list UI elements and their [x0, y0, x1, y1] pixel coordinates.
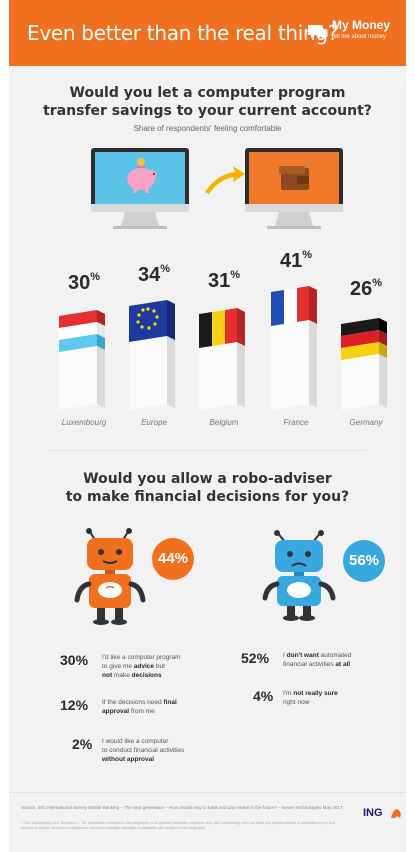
piggy-bank-icon — [127, 158, 157, 193]
question-two-line2: to make financial decisions for you? — [65, 489, 350, 505]
stat-value: 30% — [60, 652, 89, 668]
country-france: 41% France — [261, 249, 331, 438]
flag-column-europe — [129, 300, 175, 410]
country-name: France — [283, 418, 309, 427]
lion-icon — [391, 809, 401, 818]
page-title: Even better than the real thing? — [27, 21, 339, 45]
question-two-line1: Would you allow a robo-adviser — [83, 471, 332, 487]
country-percent: 41% — [279, 249, 313, 272]
section-divider — [49, 450, 366, 451]
brand-logo: My Money tell me about money — [308, 18, 396, 50]
country-percent: 26% — [349, 277, 383, 300]
stat-without-approval: 2% I would like a computer to conduct fi… — [60, 736, 230, 766]
question-one: Would you let a computer program transfe… — [9, 84, 406, 120]
stat-value: 4% — [253, 688, 274, 704]
disclaimer-note: © ING Luxembourg 2017 Disclaimer – The i… — [21, 821, 337, 830]
flag-column-luxembourg — [59, 310, 105, 410]
country-germany: 26% Germany — [331, 258, 401, 438]
blue-robot-icon — [262, 530, 336, 621]
country-name: Europe — [141, 418, 167, 427]
country-percent: 34% — [137, 263, 171, 286]
footer: Source: ING International Survey Mobile … — [9, 792, 406, 852]
country-europe: 34% Europe — [119, 258, 189, 438]
brand-tagline: tell me about money — [332, 34, 387, 40]
country-luxembourg: 30% Luxembourg — [49, 258, 119, 438]
blue-percent-badge: 56% — [343, 540, 385, 582]
stat-not-sure: 4% I'm not really sure right now — [241, 688, 401, 712]
stat-dont-want: 52% I don't want automated financial act… — [241, 650, 401, 674]
question-one-line2: transfer savings to your current account… — [43, 103, 372, 119]
chat-bubble-icon — [308, 25, 328, 40]
stat-value: 12% — [60, 697, 89, 713]
stat-description: I'm not really sure right now — [283, 690, 338, 706]
source-note: Source: ING International Survey Mobile … — [21, 805, 343, 810]
flag-column-france — [271, 286, 317, 410]
stat-description: If the decisions need final approval fro… — [102, 699, 177, 715]
country-name: Belgium — [209, 418, 239, 427]
flag-column-belgium — [199, 308, 245, 410]
country-percent: 31% — [207, 269, 241, 292]
stat-description: I would like a computer to conduct finan… — [102, 738, 185, 763]
wallet-icon — [279, 166, 309, 190]
country-belgium: 31% Belgium — [189, 258, 259, 438]
country-name: Germany — [349, 418, 383, 427]
question-one-subtitle: Share of respondents' feeling comfortabl… — [133, 124, 282, 133]
orange-percent-badge: 44% — [152, 538, 194, 580]
stat-description: I don't want automated financial activit… — [283, 652, 352, 668]
stat-final-approval: 12% If the decisions need final approval… — [60, 697, 230, 721]
ing-logo-text: ING — [363, 807, 383, 819]
question-two: Would you allow a robo-adviser to make f… — [9, 470, 406, 506]
country-name: Luxembourg — [61, 418, 107, 427]
stat-value: 2% — [72, 736, 93, 752]
infographic: Even better than the real thing? My Mone… — [9, 0, 406, 852]
stat-description: I'd like a computer program to give me a… — [102, 654, 181, 679]
stat-value: 52% — [241, 650, 270, 666]
flag-column-germany — [341, 318, 387, 410]
brand-name: My Money — [332, 18, 391, 32]
question-one-line1: Would you let a computer program — [69, 85, 346, 101]
header-bar: Even better than the real thing? My Mone… — [9, 0, 406, 66]
stat-advice: 30% I'd like a computer program to give … — [60, 652, 230, 682]
orange-robot-icon — [74, 528, 146, 625]
monitors-illustration — [91, 148, 343, 229]
country-percent: 30% — [67, 271, 101, 294]
arrow-icon — [205, 166, 245, 194]
